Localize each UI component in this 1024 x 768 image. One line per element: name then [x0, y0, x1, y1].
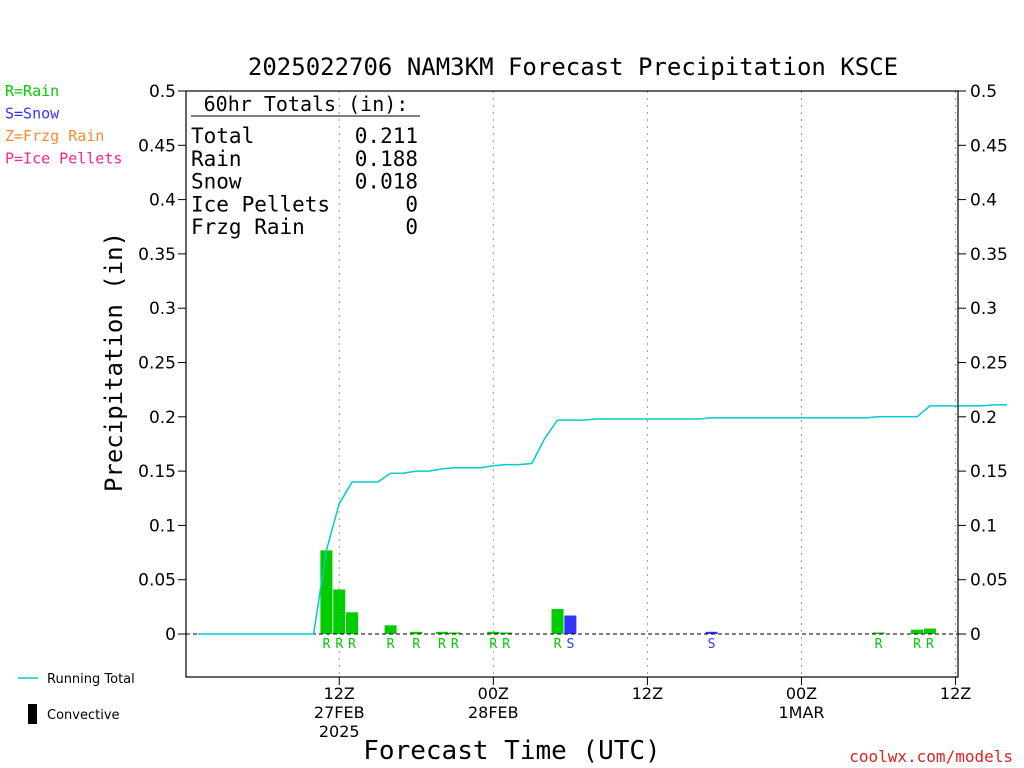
- totals-row-label: Rain: [191, 147, 242, 171]
- precip-type-marker: R: [913, 637, 921, 652]
- precip-type-marker: R: [322, 637, 330, 652]
- precip-type-marker: S: [566, 637, 574, 652]
- y-tick-label-right: 0.2: [970, 408, 997, 428]
- x-tick-label: 00Z: [786, 684, 817, 703]
- precip-bar: [551, 609, 564, 634]
- totals-row-value: 0.211: [355, 124, 418, 148]
- y-tick-label-right: 0: [970, 625, 981, 645]
- y-tick-label-right: 0.05: [970, 571, 1008, 591]
- y-tick-label: 0.25: [138, 354, 176, 374]
- x-tick-label: 12Z: [324, 684, 355, 703]
- x-tick-label: 27FEB: [314, 703, 365, 722]
- y-tick-label: 0.35: [138, 245, 176, 265]
- totals-row-value: 0.018: [355, 170, 418, 194]
- precip-type-marker: R: [875, 637, 883, 652]
- precip-bar: [410, 631, 423, 634]
- precip-type-marker: R: [387, 637, 395, 652]
- precip-type-marker: R: [926, 637, 934, 652]
- precip-bar: [333, 589, 346, 634]
- y-tick-label: 0.15: [138, 462, 176, 482]
- precip-bar: [705, 631, 718, 634]
- vertical-gridlines: [338, 91, 957, 677]
- precip-type-marker: R: [438, 637, 446, 652]
- precip-type-marker: R: [335, 637, 343, 652]
- y-tick-label-right: 0.35: [970, 245, 1008, 265]
- type-legend-entry: Z=Frzg Rain: [5, 127, 104, 145]
- series-legend-box: [28, 704, 37, 724]
- y-tick-label: 0.45: [138, 136, 176, 156]
- precip-bar: [346, 612, 359, 634]
- x-tick-label: 12Z: [940, 684, 971, 703]
- totals-row-value: 0.188: [355, 147, 418, 171]
- y-tick-label: 0.3: [149, 299, 176, 319]
- precip-type-marker: R: [451, 637, 459, 652]
- x-axis-label: Forecast Time (UTC): [363, 736, 660, 766]
- y-tick-label: 0.1: [149, 516, 176, 536]
- precip-type-marker: S: [708, 637, 716, 652]
- y-axis-label: Precipitation (in): [100, 232, 128, 492]
- totals-row-label: Frzg Rain: [191, 215, 305, 239]
- precip-type-marker: R: [348, 637, 356, 652]
- precip-type-marker: R: [412, 637, 420, 652]
- type-legend-entry: R=Rain: [5, 82, 59, 100]
- y-tick-label: 0.5: [149, 82, 176, 102]
- plot-frame: [185, 90, 959, 678]
- x-tick-label: 1MAR: [778, 703, 824, 722]
- chart-title: 2025022706 NAM3KM Forecast Precipitation…: [248, 53, 898, 81]
- y-tick-label-right: 0.1: [970, 516, 997, 536]
- precip-bar: [487, 631, 500, 634]
- precip-bars: [320, 550, 936, 634]
- totals-box: 60hr Totals (in): Total 0.211 Rain 0.188 Snow…: [191, 92, 420, 239]
- totals-row-value: 0: [405, 215, 418, 239]
- precip-bar: [911, 629, 924, 634]
- x-tick-label: 12Z: [632, 684, 663, 703]
- y-tick-label-right: 0.3: [970, 299, 997, 319]
- precip-bar: [872, 632, 885, 634]
- y-axis-left: 0.5 0.45 0.4 0.35 0.3 0.25 0.2 0.15 0.1 0.05 0: [138, 82, 186, 645]
- totals-row-label: Total: [191, 124, 254, 148]
- x-tick-label: 00Z: [478, 684, 509, 703]
- series-legend: Running Total Convective: [18, 672, 135, 724]
- y-axis-right: 0.5 0.45 0.4 0.35 0.3 0.25 0.2 0.15 0.1 0.05 0: [958, 82, 1008, 645]
- totals-heading: 60hr Totals (in):: [204, 92, 409, 116]
- precip-type-marker: R: [502, 637, 510, 652]
- y-tick-label: 0: [165, 625, 176, 645]
- precip-bar: [500, 632, 513, 634]
- precip-bar: [448, 632, 461, 634]
- precip-type-marker: R: [489, 637, 497, 652]
- x-tick-label: 2025: [319, 722, 360, 741]
- precip-bar: [384, 625, 397, 634]
- y-tick-label-right: 0.25: [970, 354, 1008, 374]
- precip-bar: [320, 550, 333, 634]
- totals-row-label: Snow: [191, 170, 242, 194]
- y-tick-label: 0.05: [138, 571, 176, 591]
- totals-row-value: 0: [405, 192, 418, 216]
- credit-text[interactable]: coolwx.com/models: [849, 747, 1013, 766]
- y-tick-label-right: 0.5: [970, 82, 997, 102]
- y-tick-label-right: 0.45: [970, 136, 1008, 156]
- precip-type-legend: R=Rain S=Snow Z=Frzg Rain P=Ice Pellets: [5, 82, 122, 168]
- y-tick-label-right: 0.4: [970, 191, 997, 211]
- precip-type-marker: R: [554, 637, 562, 652]
- type-legend-entry: P=Ice Pellets: [5, 150, 122, 168]
- series-legend-label: Convective: [47, 708, 120, 723]
- precip-bar: [564, 615, 577, 634]
- precip-bar: [435, 631, 448, 634]
- type-legend-entry: S=Snow: [5, 105, 60, 123]
- precip-bar: [923, 628, 936, 634]
- x-tick-label: 28FEB: [468, 703, 519, 722]
- y-tick-label: 0.4: [149, 191, 176, 211]
- y-tick-label-right: 0.15: [970, 462, 1008, 482]
- totals-row-label: Ice Pellets: [191, 192, 330, 216]
- running-total-line: [198, 404, 1007, 635]
- series-legend-label: Running Total: [47, 672, 135, 687]
- y-tick-label: 0.2: [149, 408, 176, 428]
